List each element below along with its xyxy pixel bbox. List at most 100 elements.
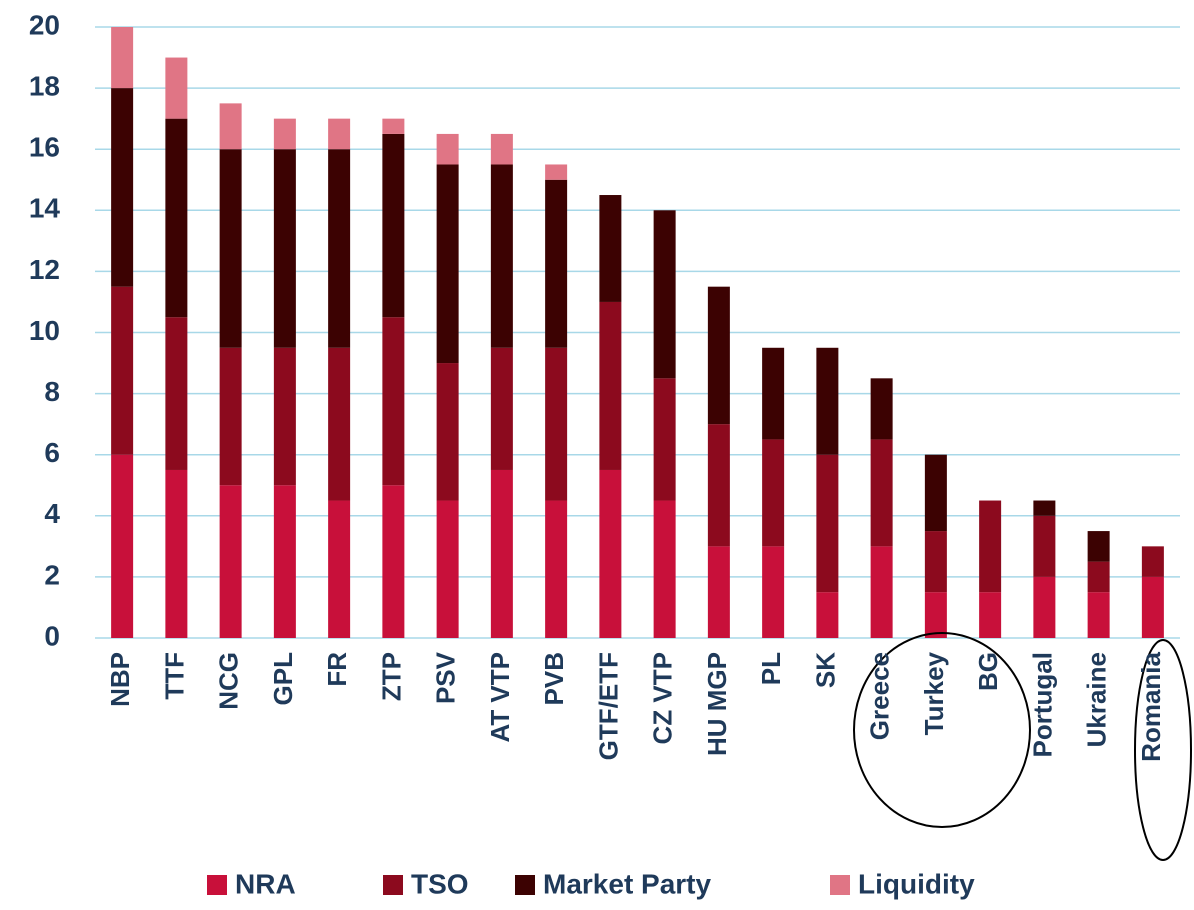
bar-segment [111,88,134,287]
y-tick-label: 20 [29,9,60,40]
bar-segment [490,347,513,470]
y-tick-label: 18 [29,70,60,101]
y-tick-label: 16 [29,132,60,163]
bar-segment [111,454,134,638]
bar-segment [219,347,242,486]
bar-segment [1033,500,1056,516]
bar-segment [165,469,188,638]
grid [95,26,1180,639]
bar-segment [1087,531,1110,562]
bar-segment [653,378,676,501]
x-tick-label: TTF [159,652,189,700]
x-tick-label: CZ VTP [648,652,678,744]
bar-segment [328,118,351,150]
bar-segment [924,531,947,593]
bar-segment [382,485,405,638]
bar-segment [979,500,1002,593]
bar-segment [1033,576,1056,638]
bar-segment [436,363,459,501]
bar-segment [273,118,296,150]
bar-segment [979,592,1002,638]
bar-segment [436,133,459,165]
bar-segment [545,347,568,501]
bar-segment [762,347,785,440]
bar-segment [707,286,730,425]
bar-segment [490,469,513,638]
bar-segment [219,149,242,348]
y-tick-label: 6 [44,437,60,468]
bar-segment [328,347,351,501]
y-tick-label: 12 [29,254,60,285]
x-tick-label: SK [810,652,840,688]
highlight-circle [853,632,1031,828]
bar-segment [219,103,242,150]
x-tick-label: Turkey [919,651,949,735]
y-tick-label: 4 [44,498,60,529]
x-tick-label: Romania [1136,651,1166,761]
bar-segment [490,164,513,348]
bar-segment [599,195,622,302]
x-tick-label: PL [756,652,786,685]
legend-label: Liquidity [858,868,975,899]
bar-segment [653,210,676,379]
x-tick-label: ZTP [376,652,406,701]
bar-segment [328,149,351,348]
bar-segment [816,592,839,638]
bar-segment [436,500,459,638]
bar-segment [328,500,351,638]
x-tick-label: GPL [268,652,298,706]
x-tick-label: Greece [865,652,895,740]
x-tick-label: PSV [431,651,461,704]
bar-segment [382,317,405,486]
bar-segment [436,164,459,364]
bar-segment [273,485,296,638]
bar-segment [490,133,513,165]
x-tick-label: NCG [214,652,244,710]
bar-segment [273,347,296,486]
bar-segment [816,454,839,593]
bar-segment [273,149,296,348]
y-tick-label: 14 [29,193,61,224]
bar-segment [870,378,893,440]
y-tick-label: 2 [44,559,60,590]
bar-segment [111,27,134,89]
x-tick-label: FR [322,652,352,687]
legend-swatch [830,875,850,895]
bar-segment [870,439,893,547]
legend-swatch [383,875,403,895]
bar-segment [924,454,947,532]
legend-label: TSO [411,868,469,899]
bar-segment [219,485,242,638]
bar-segment [1087,592,1110,638]
bar-segment [1033,515,1056,577]
x-tick-label: GTF/ETF [593,652,623,760]
bar-segment [1141,546,1164,577]
x-tick-label: Portugal [1027,652,1057,757]
y-tick-label: 10 [29,315,60,346]
bar-segment [816,347,839,455]
x-tick-label: AT VTP [485,652,515,743]
bar-segment [762,546,785,638]
legend-label: Market Party [543,868,712,899]
bar-segment [545,164,568,180]
x-tick-label: Ukraine [1082,652,1112,747]
bar-segment [1087,561,1110,593]
bar-segment [924,592,947,638]
legend-swatch [515,875,535,895]
bar-segment [111,286,134,455]
bar-segment [599,469,622,638]
y-tick-label: 0 [44,620,60,651]
bar-segment [382,118,405,134]
x-tick-label: BG [973,652,1003,691]
legend-label: NRA [235,868,296,899]
bar-segment [870,546,893,638]
bar-segment [707,424,730,547]
bars [111,27,1164,638]
bar-segment [653,500,676,638]
bar-segment [165,317,188,470]
highlight-circle [1134,639,1192,861]
bar-segment [165,118,188,318]
bar-segment [545,179,568,348]
bar-segment [165,57,188,119]
